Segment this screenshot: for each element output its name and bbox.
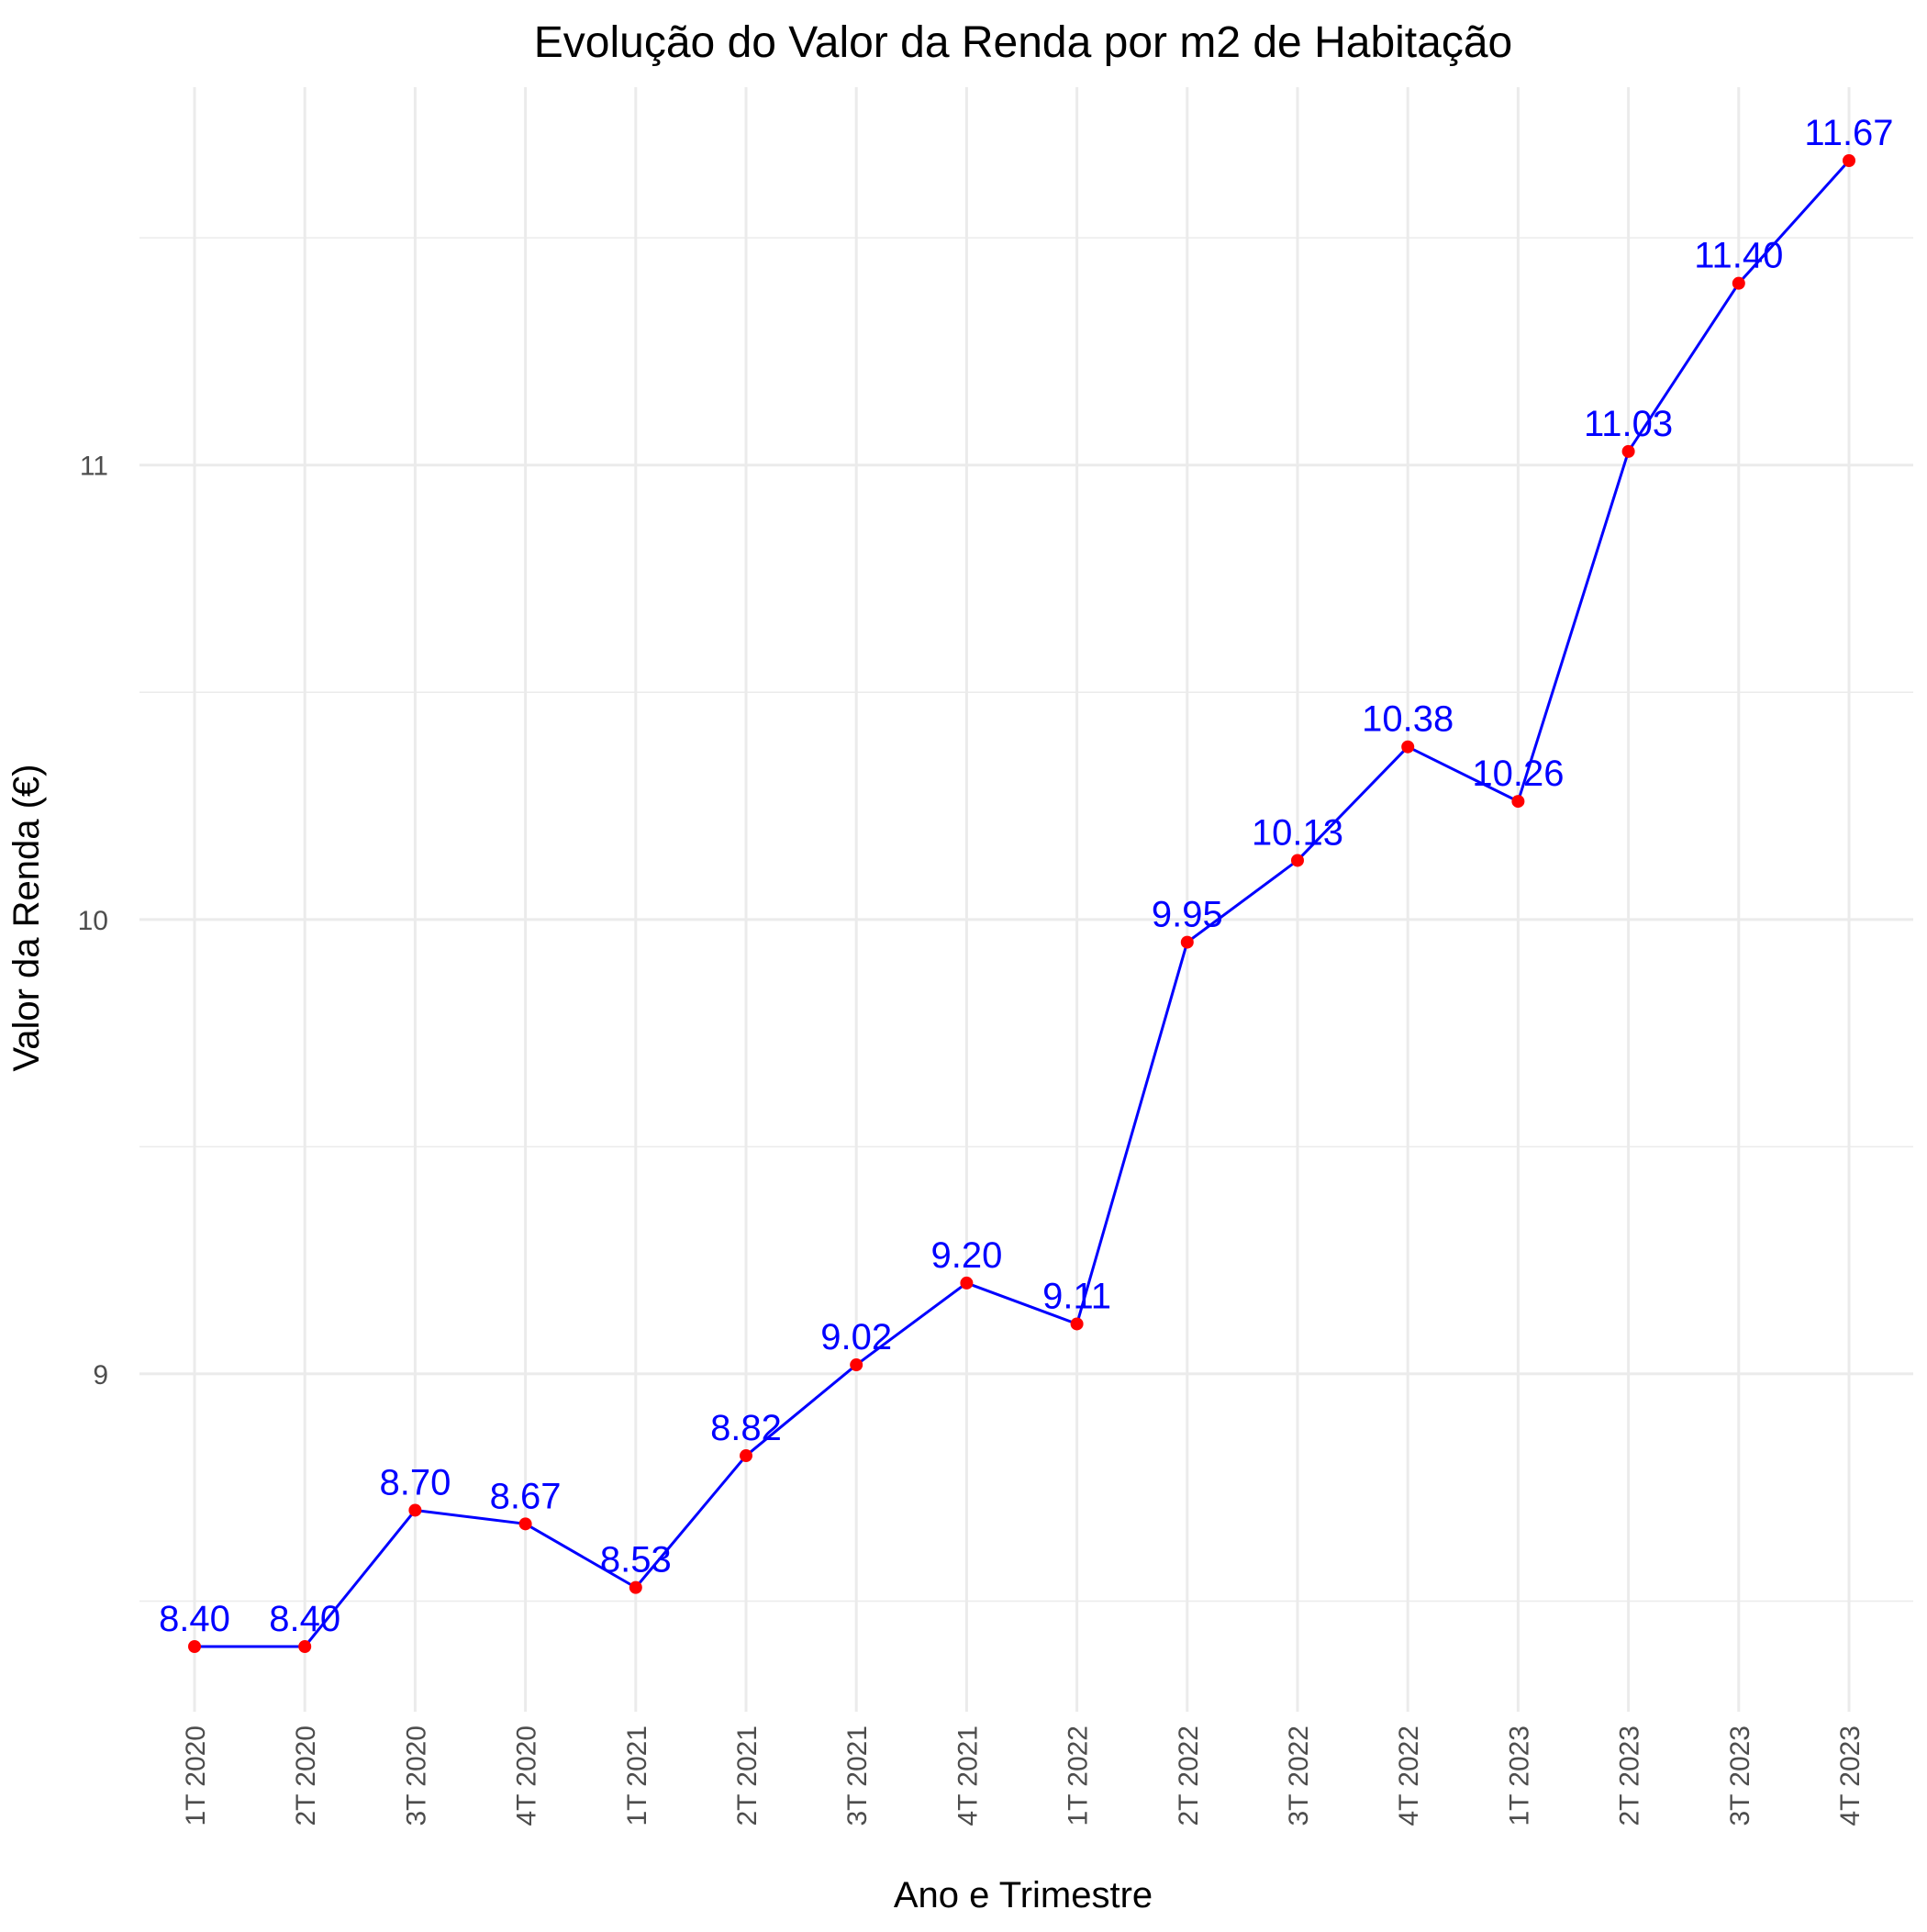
data-label: 9.02 — [820, 1317, 892, 1357]
data-label: 10.26 — [1472, 754, 1564, 794]
data-label: 9.95 — [1152, 895, 1223, 935]
x-tick-label: 1T 2021 — [622, 1725, 652, 1826]
x-tick-label: 2T 2020 — [291, 1725, 321, 1826]
data-point — [1732, 276, 1745, 290]
y-tick-label: 9 — [93, 1360, 108, 1390]
x-tick-label: 4T 2021 — [952, 1725, 983, 1826]
data-label: 8.70 — [379, 1462, 451, 1502]
grid-layer — [139, 87, 1913, 1712]
series-layer — [188, 154, 1855, 1653]
data-label: 10.13 — [1252, 812, 1343, 853]
x-tick-label: 1T 2022 — [1064, 1725, 1094, 1826]
x-tick-label: 2T 2022 — [1174, 1725, 1204, 1826]
data-point — [1291, 854, 1304, 867]
data-point — [188, 1640, 201, 1653]
x-tick-label: 2T 2021 — [732, 1725, 763, 1826]
x-tick-label: 1T 2020 — [181, 1725, 211, 1826]
x-axis-title: Ano e Trimestre — [894, 1875, 1153, 1915]
x-tick-label: 2T 2023 — [1615, 1725, 1645, 1826]
x-tick-label: 4T 2020 — [512, 1725, 542, 1826]
data-point — [960, 1276, 974, 1290]
data-label: 8.82 — [710, 1408, 782, 1448]
data-label: 11.67 — [1804, 113, 1893, 153]
data-label: 8.40 — [159, 1599, 230, 1639]
data-point — [1070, 1317, 1084, 1331]
data-point — [518, 1517, 532, 1531]
data-label: 9.11 — [1042, 1276, 1111, 1316]
data-label: 8.53 — [600, 1540, 672, 1580]
data-point — [1401, 740, 1415, 754]
data-point — [1843, 154, 1855, 167]
x-tick-label: 3T 2020 — [401, 1725, 431, 1826]
data-label: 9.20 — [930, 1235, 1002, 1276]
data-label-layer: 8.40 8.40 8.70 8.67 8.53 8.82 9.02 9.20 9.11 9.95… — [159, 113, 1894, 1639]
y-tick-label: 10 — [78, 906, 108, 936]
data-label: 8.40 — [269, 1599, 340, 1639]
data-label: 10.38 — [1362, 699, 1454, 740]
chart-title: Evolução do Valor da Renda por m2 de Hab… — [534, 18, 1512, 67]
series-line — [195, 159, 1851, 1648]
data-point — [740, 1449, 752, 1463]
x-tick-label: 4T 2023 — [1835, 1725, 1866, 1826]
x-tick-label: 3T 2021 — [842, 1725, 873, 1826]
axis-layer: 9 10 11 1T 2020 2T 2020 3T 2020 4T 2020 1T 2021… — [78, 452, 1866, 1826]
x-tick-label: 1T 2023 — [1504, 1725, 1534, 1826]
data-point — [298, 1640, 312, 1653]
x-tick-label: 3T 2022 — [1284, 1725, 1314, 1826]
data-point — [629, 1580, 642, 1594]
data-label: 11.40 — [1694, 236, 1783, 276]
data-point — [1511, 795, 1525, 809]
y-tick-label: 11 — [80, 452, 108, 482]
data-point — [1621, 444, 1635, 458]
data-label: 11.03 — [1584, 404, 1673, 444]
data-label: 8.67 — [490, 1476, 562, 1516]
x-tick-label: 3T 2023 — [1725, 1725, 1755, 1826]
data-point — [1180, 935, 1194, 949]
x-tick-label: 4T 2022 — [1394, 1725, 1424, 1826]
data-point — [408, 1503, 422, 1517]
y-axis-title: Valor da Renda (€) — [6, 765, 47, 1072]
data-point — [850, 1358, 863, 1372]
